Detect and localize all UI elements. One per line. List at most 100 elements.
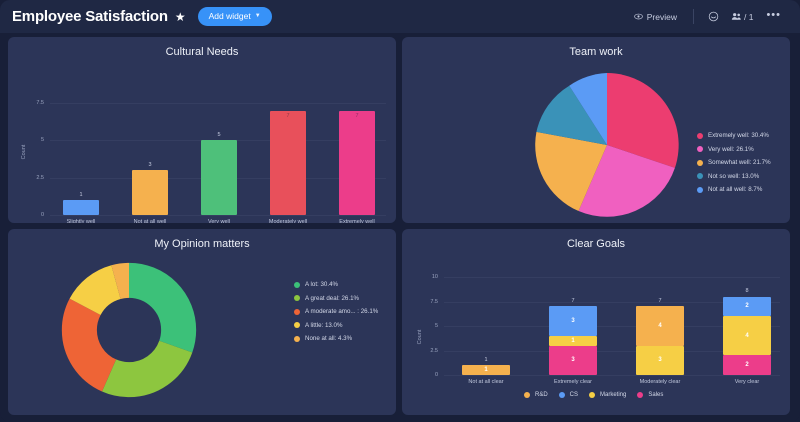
legend-item[interactable]: Not so well: 13.0% [697, 173, 771, 180]
bar[interactable] [63, 200, 99, 215]
legend-label: Extremely well: 30.4% [708, 132, 769, 139]
pie-slice[interactable] [535, 131, 607, 212]
add-widget-button[interactable]: Add widget ▼ [197, 7, 272, 26]
donut-slice[interactable] [61, 262, 197, 398]
legend-label: Marketing [600, 392, 627, 398]
gridline [444, 375, 780, 376]
donut-legend: A lot: 30.4% A great deal: 26.1% A moder… [294, 281, 378, 342]
pie-chart[interactable] [532, 70, 682, 220]
bar[interactable] [201, 140, 237, 215]
preview-button[interactable]: Preview [626, 8, 685, 26]
gridline [50, 103, 386, 104]
donut-slice[interactable] [61, 262, 197, 398]
bar-segment[interactable] [636, 345, 684, 375]
bar-total: 1 [484, 357, 488, 363]
bar-segment[interactable] [549, 345, 597, 375]
legend-item[interactable]: R&D [524, 392, 548, 398]
donut-chart[interactable] [56, 257, 202, 403]
legend-color-swatch [294, 295, 300, 301]
board-header: Employee Satisfaction ★ Add widget ▼ Pre… [0, 0, 800, 33]
segment-value: 3 [571, 357, 575, 364]
pie-slice[interactable] [536, 85, 607, 145]
legend-color-swatch [697, 186, 703, 193]
donut-slice[interactable] [61, 262, 197, 398]
widget-team-work: Team work Extremely well: 30.4% [402, 37, 790, 223]
gridline [50, 215, 386, 216]
people-icon [731, 13, 741, 20]
legend-item[interactable]: A moderate amo... : 26.1% [294, 308, 378, 315]
more-options-button[interactable]: ••• [766, 8, 781, 21]
activity-button[interactable] [702, 8, 725, 25]
y-tick: 5 [434, 323, 438, 329]
y-tick: 0 [434, 372, 438, 378]
eye-icon [633, 13, 643, 20]
chevron-down-icon: ▼ [254, 13, 261, 19]
legend-label: Somewhat well: 21.7% [708, 159, 771, 166]
legend-item[interactable]: Somewhat well: 21.7% [697, 159, 771, 166]
legend-item[interactable]: Marketing [589, 392, 626, 398]
legend-color-swatch [589, 392, 596, 398]
segment-value: 4 [658, 323, 662, 329]
legend-item[interactable]: CS [558, 392, 578, 398]
x-tick: Not at all clear [468, 379, 504, 385]
bar[interactable] [270, 110, 306, 215]
bar-segment[interactable] [549, 335, 597, 346]
legend-item[interactable]: Sales [637, 392, 663, 398]
widget-title: My Opinion matters [154, 238, 250, 250]
bar-segment[interactable] [636, 306, 684, 346]
star-icon[interactable]: ★ [174, 9, 186, 24]
x-tick: Moderately well [268, 219, 308, 223]
segment-value: 2 [745, 303, 749, 310]
gridline [444, 326, 780, 327]
legend-color-swatch [637, 392, 644, 398]
legend-color-swatch [294, 335, 300, 342]
bar[interactable] [132, 170, 168, 215]
bar-total: 7 [658, 298, 662, 304]
legend-label: A little: 13.0% [305, 321, 343, 329]
gridline [444, 350, 780, 352]
pie-slice[interactable] [607, 73, 679, 168]
legend-item[interactable]: Very well: 26.1% [697, 146, 771, 153]
gridline [444, 277, 780, 278]
legend-color-swatch [697, 159, 703, 166]
legend-item[interactable]: A great deal: 26.1% [294, 295, 378, 302]
header-divider [692, 9, 694, 24]
legend-label: None at all: 4.3% [305, 335, 353, 342]
widget-title: Team work [569, 46, 623, 58]
legend-color-swatch [558, 392, 565, 398]
activity-icon [708, 11, 719, 22]
legend-label: Sales [648, 392, 664, 398]
bar-value: 3 [148, 162, 152, 168]
stacked-bar-legend: R&D CS Marketing Sales [524, 392, 663, 398]
legend-item[interactable]: A little: 13.0% [294, 322, 378, 329]
preview-label: Preview [646, 11, 677, 22]
legend-label: R&D [535, 392, 548, 398]
widget-clear-goals: Clear Goals Count 0 2.5 5 7.5 10 1 1 3 1… [402, 229, 790, 415]
legend-item[interactable]: A lot: 30.4% [294, 281, 378, 288]
board-members-button[interactable]: / 1 [725, 8, 759, 25]
header-actions: Preview / 1 ••• [626, 0, 788, 33]
x-tick: Very clear [734, 379, 760, 385]
y-tick: 0 [40, 212, 44, 218]
pie-slice[interactable] [578, 145, 675, 217]
bar-segment[interactable] [549, 306, 597, 336]
bar[interactable] [339, 110, 375, 215]
legend-item[interactable]: Not at all well: 8.7% [697, 186, 771, 193]
bar-value: 7 [355, 113, 359, 119]
legend-item[interactable]: Extremely well: 30.4% [697, 132, 771, 139]
y-tick: 5 [40, 137, 44, 144]
bar-value: 1 [79, 192, 83, 198]
x-tick: Extremely well [339, 219, 375, 223]
member-count: / 1 [743, 11, 754, 22]
page-title: Employee Satisfaction [12, 8, 168, 25]
y-tick: 2.5 [36, 174, 44, 181]
legend-item[interactable]: None at all: 4.3% [294, 335, 378, 342]
bar-segment[interactable] [462, 365, 510, 375]
bar-segment[interactable] [723, 296, 771, 317]
bar-value: 7 [286, 113, 290, 119]
bar-segment[interactable] [723, 316, 771, 356]
pie-slice[interactable] [569, 73, 607, 145]
bar-segment[interactable] [723, 355, 771, 375]
y-tick: 7.5 [36, 100, 44, 106]
